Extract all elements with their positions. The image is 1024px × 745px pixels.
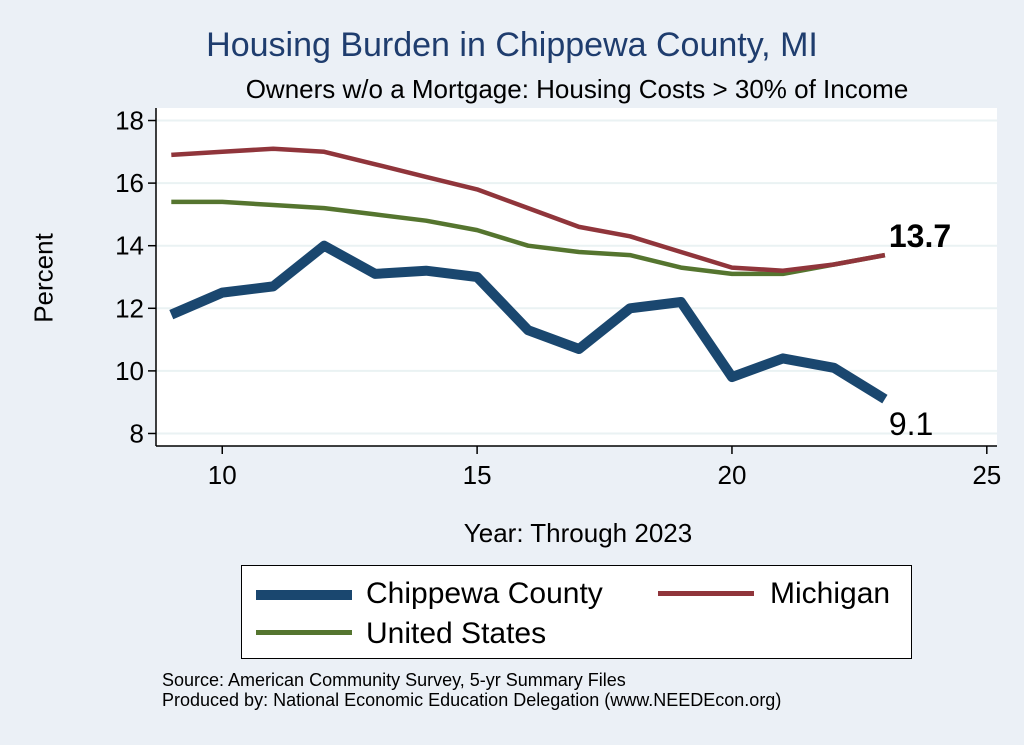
x-axis-label: Year: Through 2023 <box>463 518 693 548</box>
legend-label-michigan: Michigan <box>770 577 891 610</box>
legend-swatch-united-states <box>256 630 352 635</box>
x-tick-label: 10 <box>208 460 237 490</box>
end-label-chippewa: 9.1 <box>889 406 933 442</box>
end-labels: 9.1 13.7 <box>889 218 951 442</box>
legend-swatch-michigan <box>658 591 754 596</box>
source-note: Source: American Community Survey, 5-yr … <box>162 670 781 710</box>
y-tick-label: 14 <box>115 231 144 261</box>
y-tick-label: 18 <box>115 106 144 136</box>
series-line-michigan <box>171 146 886 273</box>
plot-area <box>156 108 997 446</box>
gridlines <box>156 119 997 435</box>
legend-swatch-chippewa <box>256 590 352 600</box>
source-line-2: Produced by: National Economic Education… <box>162 690 782 710</box>
x-tick-label: 25 <box>972 460 1001 490</box>
y-tick-label: 12 <box>115 293 144 323</box>
end-label-michigan: 13.7 <box>889 218 951 254</box>
y-axis-label: Percent <box>28 233 59 323</box>
series-line-united-states <box>171 199 886 277</box>
y-tick-label: 16 <box>115 168 144 198</box>
chart-title: Housing Burden in Chippewa County, MI <box>206 26 818 64</box>
x-tick-label: 20 <box>717 460 746 490</box>
y-tick-label: 8 <box>130 418 144 448</box>
series-lines <box>169 146 888 404</box>
axes: 8 10 12 14 16 18 10 15 20 25 <box>115 106 1001 490</box>
x-tick-label: 15 <box>463 460 492 490</box>
source-line-1: Source: American Community Survey, 5-yr … <box>162 670 626 690</box>
legend: Chippewa County Michigan United States <box>241 565 912 659</box>
legend-label-united-states: United States <box>366 617 547 650</box>
chart-subtitle: Owners w/o a Mortgage: Housing Costs > 3… <box>245 74 909 104</box>
legend-label-chippewa: Chippewa County <box>366 577 603 610</box>
y-tick-label: 10 <box>115 356 144 386</box>
series-line-chippewa-county <box>169 240 888 404</box>
